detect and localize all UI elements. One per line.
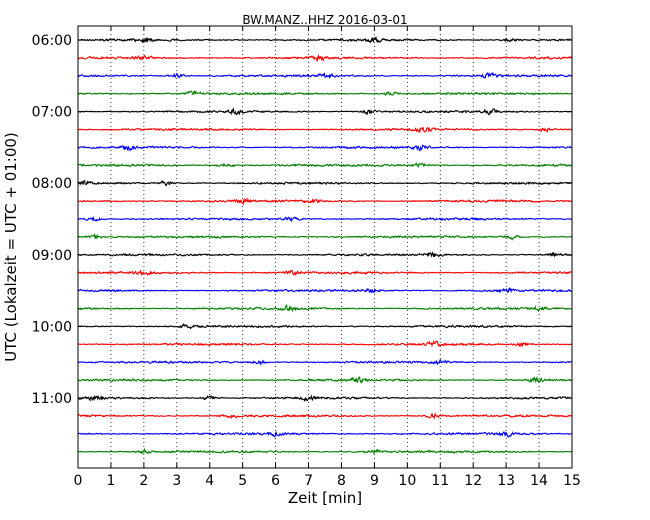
seismic-trace [77, 375, 573, 384]
y-tick-label: 09:00 [32, 248, 72, 264]
seismic-trace [77, 162, 573, 169]
y-tick-label: 11:00 [32, 391, 72, 407]
x-tick-label: 3 [172, 473, 181, 489]
x-tick-label: 13 [497, 473, 515, 489]
seismic-trace [77, 107, 573, 116]
x-tick-label: 14 [530, 473, 548, 489]
seismic-trace [77, 251, 573, 258]
grid-lines [110, 26, 540, 468]
y-tick-label: 08:00 [32, 176, 72, 192]
x-axis-label: Zeit [min] [288, 489, 362, 507]
plot-frame [77, 25, 573, 469]
seismic-trace [77, 233, 573, 241]
y-axis-label: UTC (Lokalzeit = UTC + 01:00) [2, 132, 20, 362]
seismic-trace [77, 394, 573, 403]
seismic-trace [77, 286, 573, 294]
seismic-trace [77, 447, 573, 455]
seismic-trace [77, 197, 573, 206]
seismic-trace [77, 144, 573, 152]
seismic-trace [77, 36, 573, 44]
seismic-trace [77, 53, 573, 63]
seismic-trace [77, 430, 573, 438]
x-tick-label: 10 [398, 473, 416, 489]
seismic-traces [77, 36, 573, 455]
x-tick-label: 9 [370, 473, 379, 489]
seismic-trace [77, 303, 573, 313]
seismic-trace [77, 180, 573, 186]
x-tick-label: 5 [238, 473, 247, 489]
seismic-trace [77, 412, 573, 420]
y-tick-label: 07:00 [32, 105, 72, 121]
x-tick-label: 8 [337, 473, 346, 489]
seismic-trace [77, 126, 573, 134]
x-tick-label: 0 [74, 473, 83, 489]
x-tick-label: 4 [205, 473, 214, 489]
x-tick-label: 6 [271, 473, 280, 489]
axis-ticks: 0 1 2 3 4 5 6 7 8 9 10 11 12 13 14 1506:0007:0008:0009:… [32, 26, 581, 489]
chart-title: BW.MANZ..HHZ 2016-03-01 [242, 13, 407, 27]
seismic-trace [77, 339, 573, 348]
seismic-trace [77, 358, 573, 366]
x-tick-label: 15 [563, 473, 581, 489]
seismic-trace [77, 269, 573, 277]
seismic-trace [77, 71, 573, 80]
x-tick-label: 1 [106, 473, 115, 489]
x-tick-label: 11 [431, 473, 449, 489]
seismic-trace [77, 89, 573, 96]
x-tick-label: 7 [304, 473, 313, 489]
x-tick-label: 2 [139, 473, 148, 489]
seismic-trace [77, 215, 573, 223]
x-tick-label: 12 [464, 473, 482, 489]
y-tick-label: 06:00 [32, 33, 72, 49]
y-tick-label: 10:00 [32, 319, 72, 335]
seismic-trace [77, 323, 573, 330]
